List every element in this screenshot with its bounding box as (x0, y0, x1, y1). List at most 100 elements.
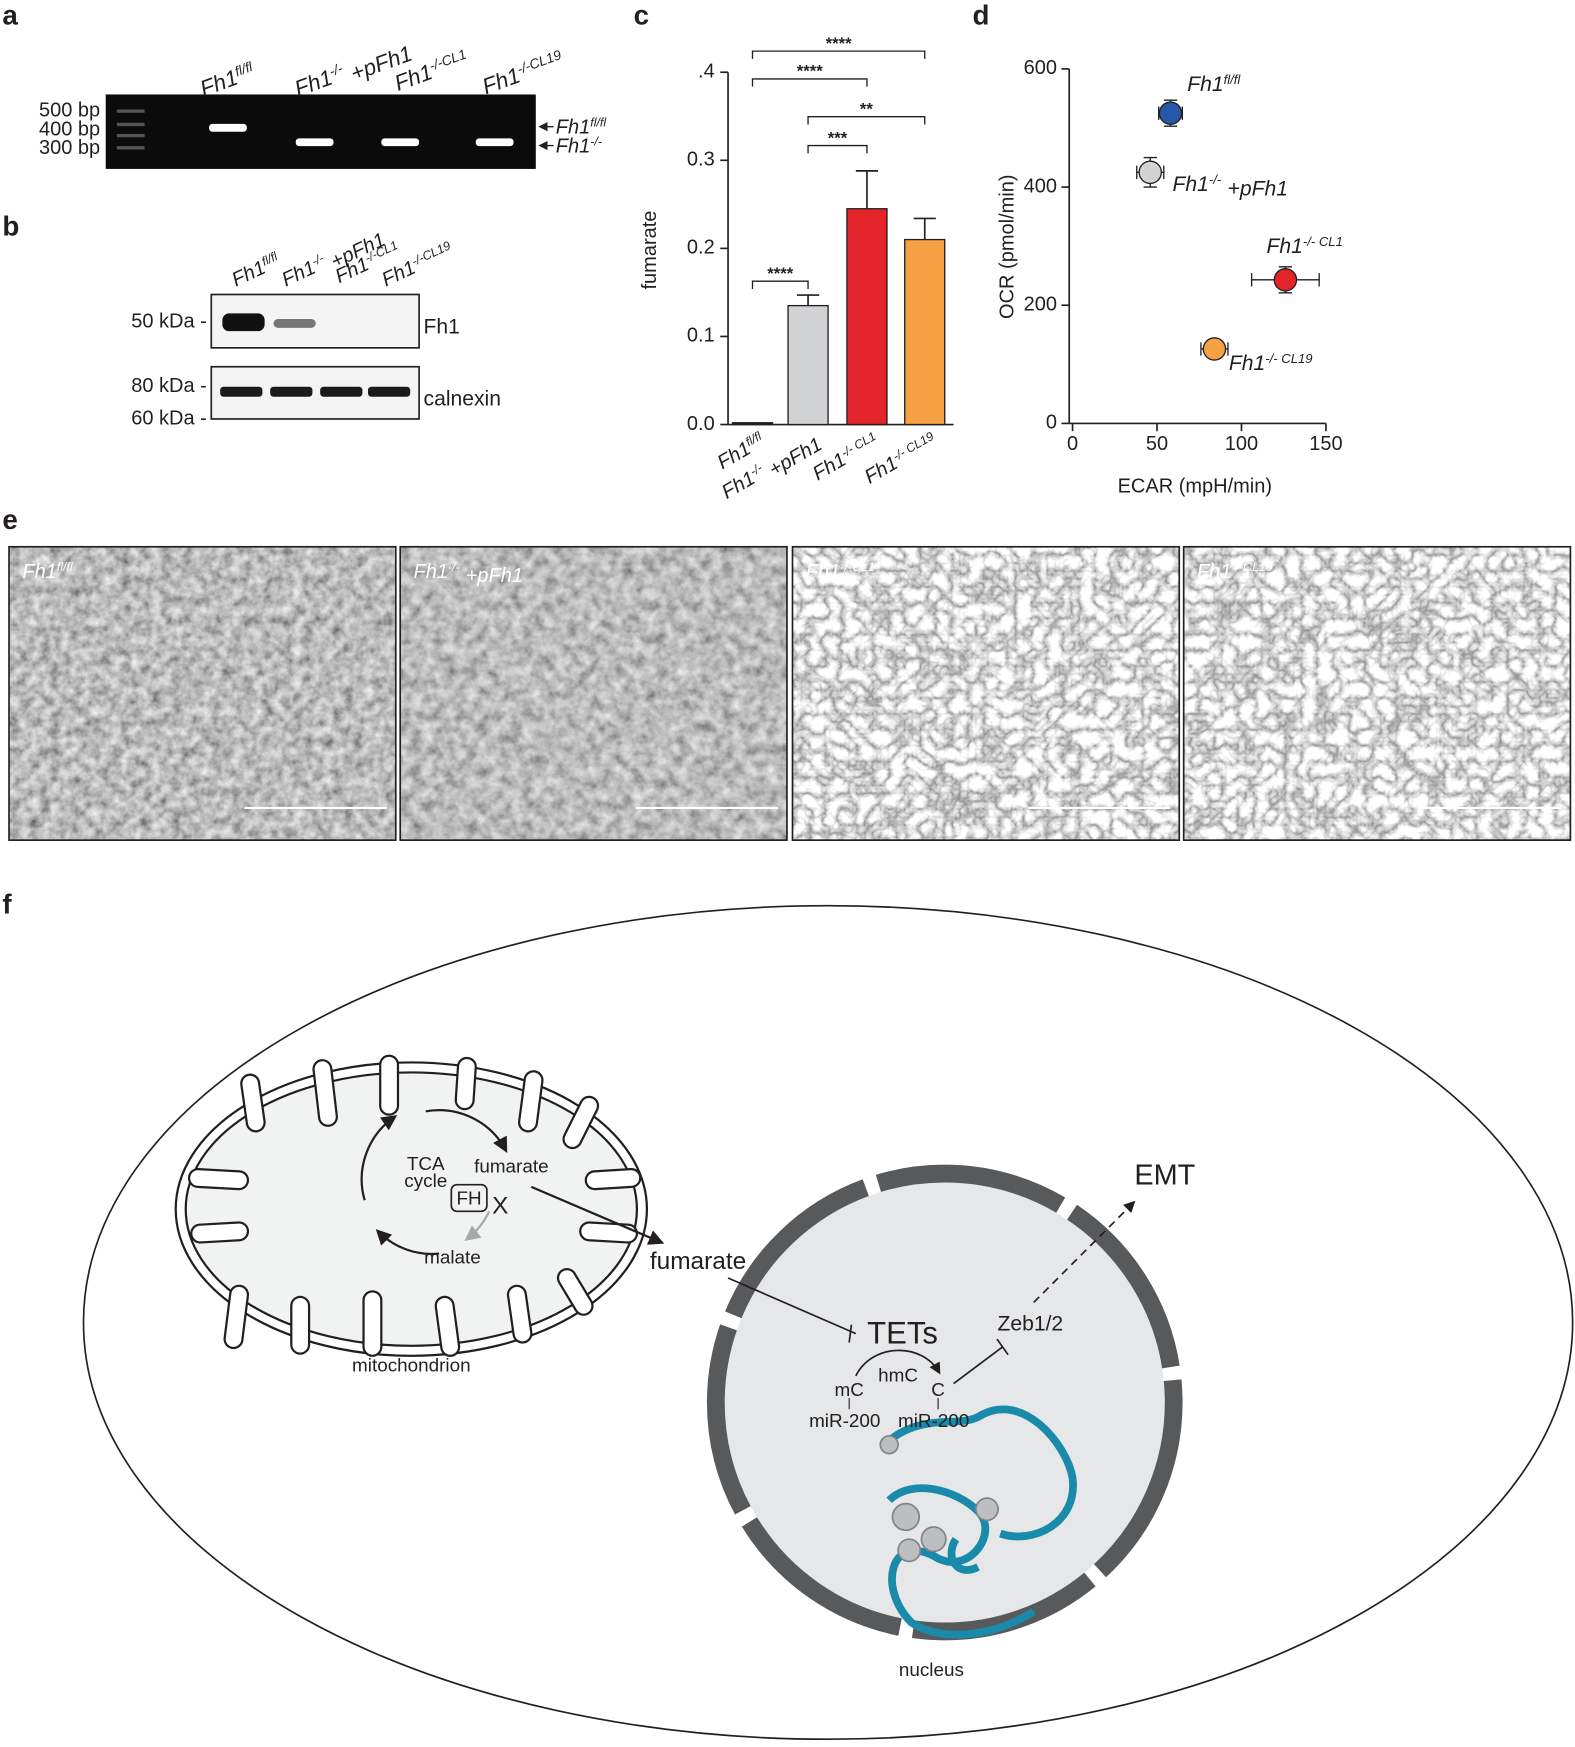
error-bar (855, 170, 879, 209)
tca-label: cycle (404, 1171, 447, 1192)
significance-label: ** (860, 99, 873, 118)
ladder-label: 500 bp (39, 99, 100, 121)
significance-label: **** (826, 34, 852, 53)
micrograph-frame (1182, 545, 1572, 841)
y-tick-label: 0.2 (687, 237, 715, 259)
nucleosome (975, 1497, 999, 1522)
dna-helix (886, 1484, 1036, 1639)
label-sup: -/- (448, 560, 460, 574)
label-sup: -/- CL1 (839, 429, 879, 460)
y-tick-label: 200 (1024, 294, 1057, 316)
blot-band (320, 386, 363, 397)
panel-label: c (634, 0, 649, 30)
label-sup: -/- (309, 251, 326, 269)
demethylation-arrow (855, 1349, 941, 1377)
y-tick-label: .4 (698, 61, 715, 83)
label-tail: +pFh1 (1228, 178, 1288, 201)
label-main: Fh1 (806, 561, 840, 583)
micrograph (9, 546, 396, 841)
label-sup: -/-CL19 (515, 47, 564, 77)
label-sup: -/-CL1 (840, 560, 874, 574)
ladder-label: 300 bp (39, 137, 100, 159)
y-tick-label: 0 (1046, 412, 1057, 434)
inhibition (727, 1277, 857, 1343)
band-label: Fh1-/- (556, 134, 602, 157)
label-main: Fh1 (1197, 561, 1231, 583)
inhibition (953, 1338, 1009, 1385)
mito-inner (184, 1071, 639, 1347)
label-main: Fh1 (1187, 73, 1223, 96)
metabolite: fumarate (650, 1248, 746, 1275)
crista (242, 1075, 264, 1131)
legend-label: Fh1fl/fl (1187, 72, 1241, 96)
error-bar (913, 217, 936, 240)
label-main: Fh1 (556, 116, 590, 138)
label-sup: fl/fl (57, 560, 74, 574)
significance-bracket (807, 116, 926, 125)
label-sup: -/- CL19 (1265, 351, 1312, 366)
panel-label: e (2, 504, 17, 535)
crista (192, 1223, 247, 1242)
x-axis-label: ECAR (mpH/min) (1118, 475, 1272, 497)
ladder-band (116, 109, 145, 113)
label-sup: -/- (1209, 172, 1222, 187)
base: mC (834, 1380, 863, 1401)
panel-label: b (2, 211, 19, 242)
label-sup: -/- (590, 134, 602, 148)
label-sup: fl/fl (590, 116, 607, 130)
dna-helix (881, 1405, 1077, 1541)
block-mark: X (492, 1193, 508, 1220)
cristae (187, 1054, 642, 1357)
label-main: Fh1 (1172, 173, 1208, 196)
ladder-label: 400 bp (39, 118, 100, 140)
micrograph-label: Fh1-/-CL1 (806, 560, 875, 583)
crista (586, 1170, 640, 1189)
panel-label: a (2, 0, 18, 30)
crista (225, 1286, 247, 1347)
organelle-label: mitochondrion (352, 1355, 471, 1376)
significance-label: *** (828, 128, 848, 147)
metabolite: malate (424, 1248, 481, 1269)
gel-band (295, 138, 334, 147)
bar (731, 422, 774, 426)
gel-band (475, 138, 514, 147)
micrograph-frame (399, 545, 788, 841)
y-axis-label: fumarate (639, 211, 661, 290)
cell-diagram: TCA cycle fumarate FH X malate mitochond… (82, 904, 1574, 1741)
nucleosome (920, 1526, 947, 1553)
tca-label: TCA (407, 1154, 445, 1175)
significance-bracket (751, 50, 926, 59)
label-sup: -/-CL1 (427, 47, 468, 74)
lane-label: Fh1-/-CL19 (479, 47, 567, 99)
micrograph (1183, 546, 1571, 841)
y-axis-label: OCR (pmol/min) (997, 174, 1019, 318)
label-main: Fh1 (22, 561, 56, 583)
band-label: Fh1fl/fl (556, 116, 608, 139)
enzyme: FH (457, 1189, 482, 1210)
significance-label: **** (767, 264, 793, 283)
significance-bracket (751, 280, 809, 289)
label-sup: -/- (327, 61, 345, 80)
tca-arrow-blocked (464, 1210, 491, 1242)
label-sup: fl/fl (1224, 72, 1242, 87)
label-sup: fl/fl (233, 59, 256, 79)
error-bar (796, 294, 820, 306)
outcome: EMT (1134, 1160, 1195, 1192)
base: hmC (878, 1365, 918, 1386)
label-main: Fh1 (1229, 352, 1265, 375)
dna (881, 1405, 1077, 1639)
lane-label: Fh1fl/fl (228, 249, 284, 291)
tca-arrow (360, 1115, 398, 1201)
label-sup: -/-CL19 (409, 238, 452, 268)
ladder-band (116, 122, 145, 127)
gene: miR-200 (898, 1411, 969, 1432)
legend-label: Fh1-/- CL1 (1267, 234, 1343, 258)
panel-label: d (973, 0, 990, 30)
gene: miR-200 (809, 1411, 880, 1432)
target-label: calnexin (424, 388, 501, 411)
bar (846, 208, 888, 426)
label-main: Fh1 (1267, 235, 1303, 258)
label-main: Fh1 (556, 135, 590, 157)
micrograph-label: Fh1fl/fl (22, 560, 74, 583)
crista (314, 1061, 336, 1125)
